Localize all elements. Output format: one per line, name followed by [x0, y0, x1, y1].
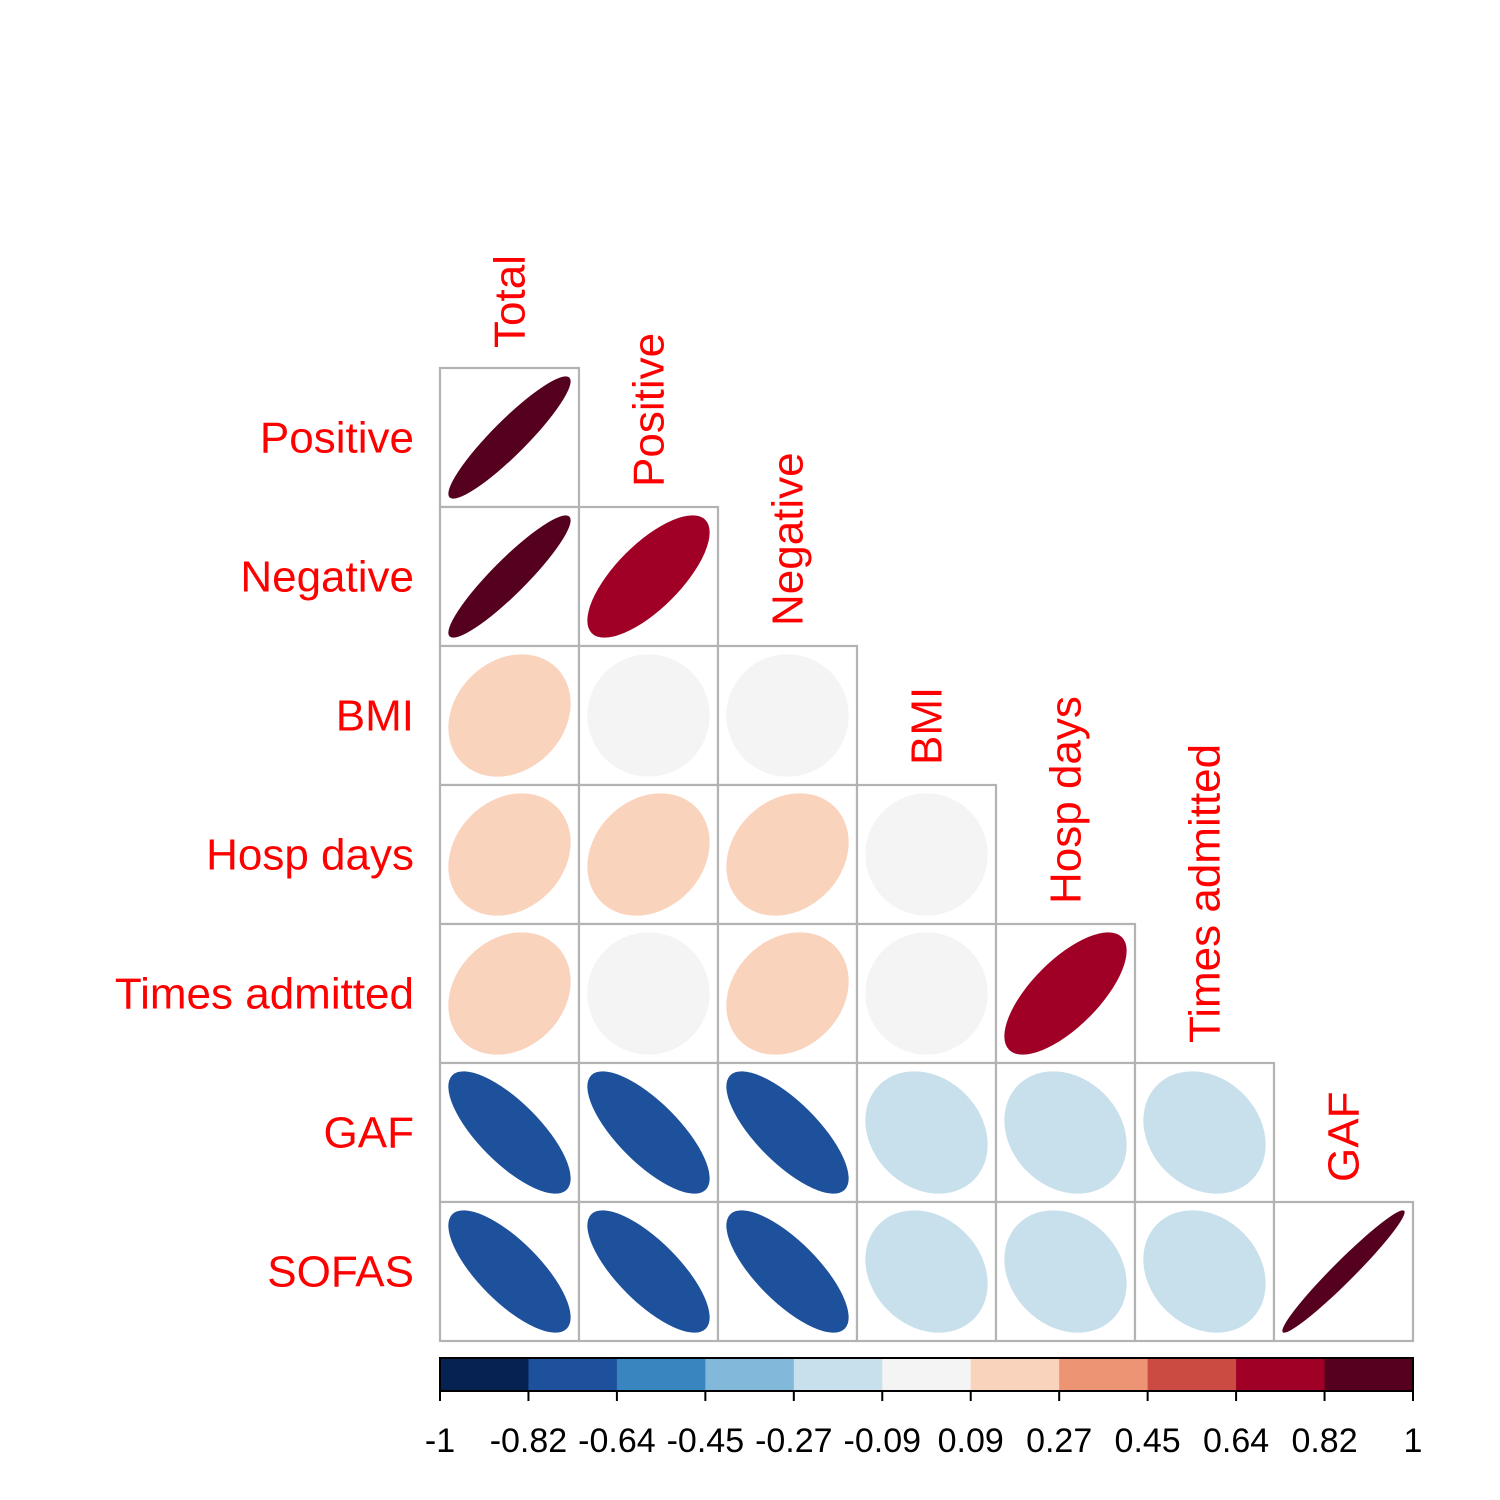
- row-label: Times admitted: [115, 970, 414, 1019]
- correlation-ellipse: [448, 1210, 571, 1333]
- correlation-ellipse: [1004, 1071, 1127, 1194]
- legend-swatch: [1059, 1358, 1149, 1391]
- legend-swatch: [440, 1358, 530, 1391]
- legend-tick-label: 0.82: [1291, 1422, 1357, 1460]
- correlation-ellipse: [448, 515, 571, 638]
- correlation-ellipse: [1282, 1210, 1405, 1333]
- correlation-ellipse: [448, 932, 571, 1055]
- legend-swatch: [528, 1358, 618, 1391]
- legend-tick-label: 0.64: [1203, 1422, 1269, 1460]
- legend-tick-label: -0.64: [578, 1422, 656, 1460]
- column-label: Hosp days: [1042, 696, 1091, 904]
- row-label: GAF: [324, 1109, 414, 1158]
- legend-swatch: [882, 1358, 972, 1391]
- correlation-ellipse: [865, 793, 988, 916]
- correlation-ellipse: [1004, 1210, 1127, 1333]
- correlation-ellipse: [726, 793, 849, 916]
- correlation-ellipse: [587, 1210, 710, 1333]
- legend-tick-label: -1: [425, 1422, 455, 1460]
- correlation-ellipse: [1143, 1071, 1266, 1194]
- legend-swatch: [793, 1358, 883, 1391]
- correlation-ellipse: [726, 1210, 849, 1333]
- correlation-ellipse: [587, 932, 710, 1055]
- column-label: Negative: [764, 452, 813, 626]
- correlation-ellipse: [587, 654, 710, 777]
- correlation-ellipse: [726, 1071, 849, 1194]
- correlation-ellipse: [587, 793, 710, 916]
- correlation-ellipse: [865, 932, 988, 1055]
- column-label: Times admitted: [1181, 744, 1230, 1043]
- correlation-ellipse: [587, 1071, 710, 1194]
- legend-tick-label: -0.09: [844, 1422, 922, 1460]
- correlation-ellipse: [448, 654, 571, 777]
- column-label: Total: [486, 255, 535, 348]
- correlation-ellipse: [587, 515, 710, 638]
- correlation-ellipse: [448, 376, 571, 499]
- legend-tick-label: 0.45: [1115, 1422, 1181, 1460]
- legend-tick-label: 0.27: [1026, 1422, 1092, 1460]
- column-label: Positive: [625, 333, 674, 487]
- correlation-ellipse: [448, 1071, 571, 1194]
- column-label: BMI: [903, 687, 952, 765]
- legend-tick-label: -0.82: [490, 1422, 568, 1460]
- correlation-ellipse: [1004, 932, 1127, 1055]
- row-label: Hosp days: [206, 831, 414, 880]
- correlation-ellipse: [726, 654, 849, 777]
- row-labels: Positive Negative BMI Hosp days Times admitt…: [115, 414, 414, 1297]
- legend-swatch: [1236, 1358, 1326, 1391]
- row-label: Positive: [260, 414, 414, 463]
- legend-tick-label: 0.09: [938, 1422, 1004, 1460]
- legend-swatch: [705, 1358, 795, 1391]
- row-label: Negative: [240, 553, 414, 602]
- correlation-ellipse: [865, 1210, 988, 1333]
- legend-swatch: [1324, 1358, 1414, 1391]
- legend-swatch: [1147, 1358, 1237, 1391]
- column-labels: Total Positive Negative BMI Hosp days Times a…: [486, 255, 1369, 1182]
- legend-swatch: [616, 1358, 706, 1391]
- correlation-ellipse: [865, 1071, 988, 1194]
- legend-swatch: [970, 1358, 1060, 1391]
- legend-border: [439, 1357, 1414, 1392]
- row-label: SOFAS: [267, 1248, 414, 1297]
- correlation-ellipse: [726, 932, 849, 1055]
- row-label: BMI: [336, 692, 414, 741]
- color-legend: -1 -0.82 -0.64 -0.45 -0.27 -0.09 0.09 0.27 0.45 0…: [425, 1357, 1423, 1460]
- legend-tick-label: -0.27: [755, 1422, 833, 1460]
- correlation-ellipse: [448, 793, 571, 916]
- correlation-cells: [438, 366, 1415, 1343]
- legend-tick-label: 1: [1404, 1422, 1423, 1460]
- correlation-ellipse: [1143, 1210, 1266, 1333]
- column-label: GAF: [1320, 1092, 1369, 1182]
- legend-tick-label: -0.45: [667, 1422, 745, 1460]
